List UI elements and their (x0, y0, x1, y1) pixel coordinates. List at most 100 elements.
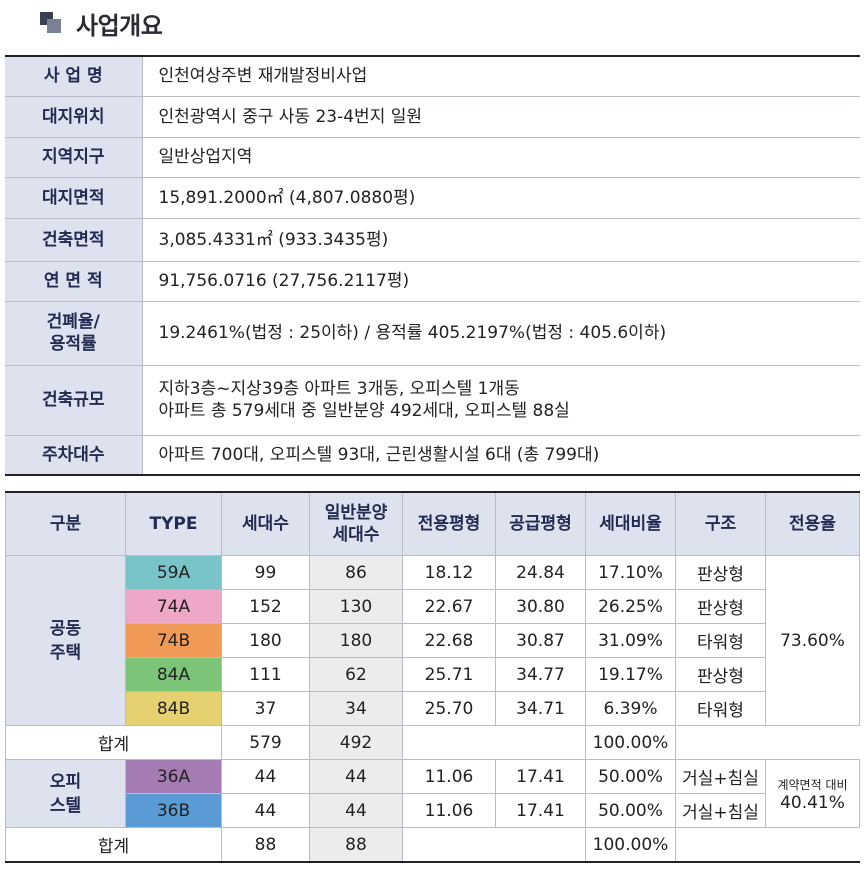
supply-size-cell: 34.71 (495, 691, 586, 726)
group-label: 오피 스텔 (5, 759, 126, 828)
total-ratio: 100.00% (585, 725, 676, 760)
overview-label: 건폐율/ 용적률 (5, 301, 143, 366)
exclusive-rate-value: 40.41% (780, 792, 845, 813)
structure-cell: 판상형 (675, 657, 766, 692)
total-row: 합계 579 492 100.00% (5, 725, 860, 760)
overview-label: 대지위치 (5, 96, 143, 138)
overview-label: 대지면적 (5, 177, 143, 219)
units-cell: 44 (221, 759, 310, 794)
type-cell: 74B (125, 623, 222, 658)
supply-size-cell: 17.41 (495, 759, 586, 794)
total-units: 579 (221, 725, 310, 760)
unit-type-table: 구분 TYPE 세대수 일반분양 세대수 전용평형 공급평형 세대비율 구조 전용율 공동 주택… (5, 491, 860, 863)
overview-label: 연 면 적 (5, 261, 143, 302)
column-header: 세대비율 (585, 491, 676, 556)
structure-cell: 판상형 (675, 555, 766, 590)
exclusive-rate-note: 계약면적 대비 (777, 777, 848, 792)
overview-row: 지역지구 일반상업지역 (5, 137, 860, 178)
exclusive-size-cell: 11.06 (402, 759, 496, 794)
ratio-cell: 17.10% (585, 555, 676, 590)
table-row: 36B 44 44 11.06 17.41 50.00% 거실+침실 (6, 793, 860, 828)
structure-cell: 판상형 (675, 589, 766, 624)
overview-row: 대지위치 인천광역시 중구 사동 23-4번지 일원 (5, 96, 860, 138)
unit-table-header: 구분 TYPE 세대수 일반분양 세대수 전용평형 공급평형 세대비율 구조 전용율 (5, 491, 860, 556)
overview-value-line: 아파트 총 579세대 중 일반분양 492세대, 오피스텔 88실 (158, 401, 570, 421)
overview-value-line: 아파트 700대, 오피스텔 93대, 근린생활시설 6대 (총 799대) (158, 444, 600, 465)
overview-row: 주차대수 아파트 700대, 오피스텔 93대, 근린생활시설 6대 (총 799… (5, 435, 860, 476)
overview-label: 사 업 명 (5, 56, 143, 97)
units-cell: 37 (221, 691, 310, 726)
ratio-cell: 6.39% (585, 691, 676, 726)
units-cell: 99 (221, 555, 310, 590)
empty-cell (675, 725, 860, 760)
general-sale-cell: 34 (309, 691, 403, 726)
overview-row: 건축규모 지하3층~지상39층 아파트 3개동, 오피스텔 1개동 아파트 총 57… (5, 365, 860, 436)
general-sale-cell: 86 (309, 555, 403, 590)
supply-size-cell: 24.84 (495, 555, 586, 590)
ratio-cell: 31.09% (585, 623, 676, 658)
general-sale-cell: 130 (309, 589, 403, 624)
table-row: 오피 스텔 36A 44 44 11.06 17.41 50.00% 거실+침실 계약면적 대비… (5, 759, 860, 828)
total-general-sale: 492 (309, 725, 403, 760)
units-cell: 44 (221, 793, 310, 828)
ratio-cell: 50.00% (585, 793, 676, 828)
total-row: 합계 88 88 100.00% (5, 827, 860, 863)
units-cell: 111 (221, 657, 310, 692)
empty-cell (402, 827, 586, 863)
overview-label: 건축면적 (5, 218, 143, 262)
total-label: 합계 (5, 827, 222, 863)
units-cell: 152 (221, 589, 310, 624)
overview-value-line: 3,085.4331㎡ (933.3435평) (158, 229, 389, 250)
overview-value-line: 인천여상주변 재개발정비사업 (158, 66, 368, 87)
general-sale-cell: 180 (309, 623, 403, 658)
page-title: 사업개요 (76, 11, 163, 40)
group-label: 공동 주택 (5, 555, 126, 726)
table-row: 공동 주택 59A 99 86 18.12 24.84 17.10% 판상형 73.60% (5, 555, 860, 726)
total-ratio: 100.00% (585, 827, 676, 863)
overview-value: 지하3층~지상39층 아파트 3개동, 오피스텔 1개동 아파트 총 579세대 … (142, 365, 860, 436)
column-header: 세대수 (221, 491, 310, 556)
type-cell: 84B (125, 691, 222, 726)
overview-value-line: 인천광역시 중구 사동 23-4번지 일원 (158, 106, 423, 127)
ratio-cell: 26.25% (585, 589, 676, 624)
exclusive-rate-cell: 계약면적 대비 40.41% (765, 759, 860, 828)
exclusive-size-cell: 18.12 (402, 555, 496, 590)
overview-row: 대지면적 15,891.2000㎡ (4,807.0880평) (5, 177, 860, 219)
exclusive-size-cell: 22.68 (402, 623, 496, 658)
table-row: 74B 180 180 22.68 30.87 31.09% 타워형 (6, 623, 860, 658)
structure-cell: 거실+침실 (675, 759, 766, 794)
overview-row: 사 업 명 인천여상주변 재개발정비사업 (5, 56, 860, 97)
overview-value: 일반상업지역 (142, 137, 860, 178)
general-sale-cell: 44 (309, 759, 403, 794)
overview-label: 건축규모 (5, 365, 143, 436)
overview-value-line: 지하3층~지상39층 아파트 3개동, 오피스텔 1개동 (158, 379, 520, 399)
units-cell: 180 (221, 623, 310, 658)
type-cell: 36B (125, 793, 222, 828)
column-header: 구분 (5, 491, 126, 556)
column-header: 공급평형 (495, 491, 586, 556)
overview-value: 91,756.0716 (27,756.2117평) (142, 261, 860, 302)
type-cell: 59A (125, 555, 222, 590)
supply-size-cell: 17.41 (495, 793, 586, 828)
type-cell: 36A (125, 759, 222, 794)
table-row: 74A 152 130 22.67 30.80 26.25% 판상형 (6, 589, 860, 624)
overview-value-line: 15,891.2000㎡ (4,807.0880평) (158, 187, 416, 208)
supply-size-cell: 30.87 (495, 623, 586, 658)
overview-value: 15,891.2000㎡ (4,807.0880평) (142, 177, 860, 219)
structure-cell: 거실+침실 (675, 793, 766, 828)
type-cell: 84A (125, 657, 222, 692)
column-header: 구조 (675, 491, 766, 556)
overview-row: 건축면적 3,085.4331㎡ (933.3435평) (5, 218, 860, 262)
exclusive-size-cell: 25.70 (402, 691, 496, 726)
overview-row: 건폐율/ 용적률 19.2461%(법정 : 25이하) / 용적률 405.21… (5, 301, 860, 366)
overview-value-line: 19.2461%(법정 : 25이하) / 용적률 405.2197%(법정 :… (158, 323, 667, 343)
structure-cell: 타워형 (675, 623, 766, 658)
overview-value: 19.2461%(법정 : 25이하) / 용적률 405.2197%(법정 :… (142, 301, 860, 366)
overview-row: 연 면 적 91,756.0716 (27,756.2117평) (5, 261, 860, 302)
overview-label: 지역지구 (5, 137, 143, 178)
structure-cell: 타워형 (675, 691, 766, 726)
empty-cell (675, 827, 860, 863)
section-bullet-icon (40, 12, 62, 34)
total-label: 합계 (5, 725, 222, 760)
